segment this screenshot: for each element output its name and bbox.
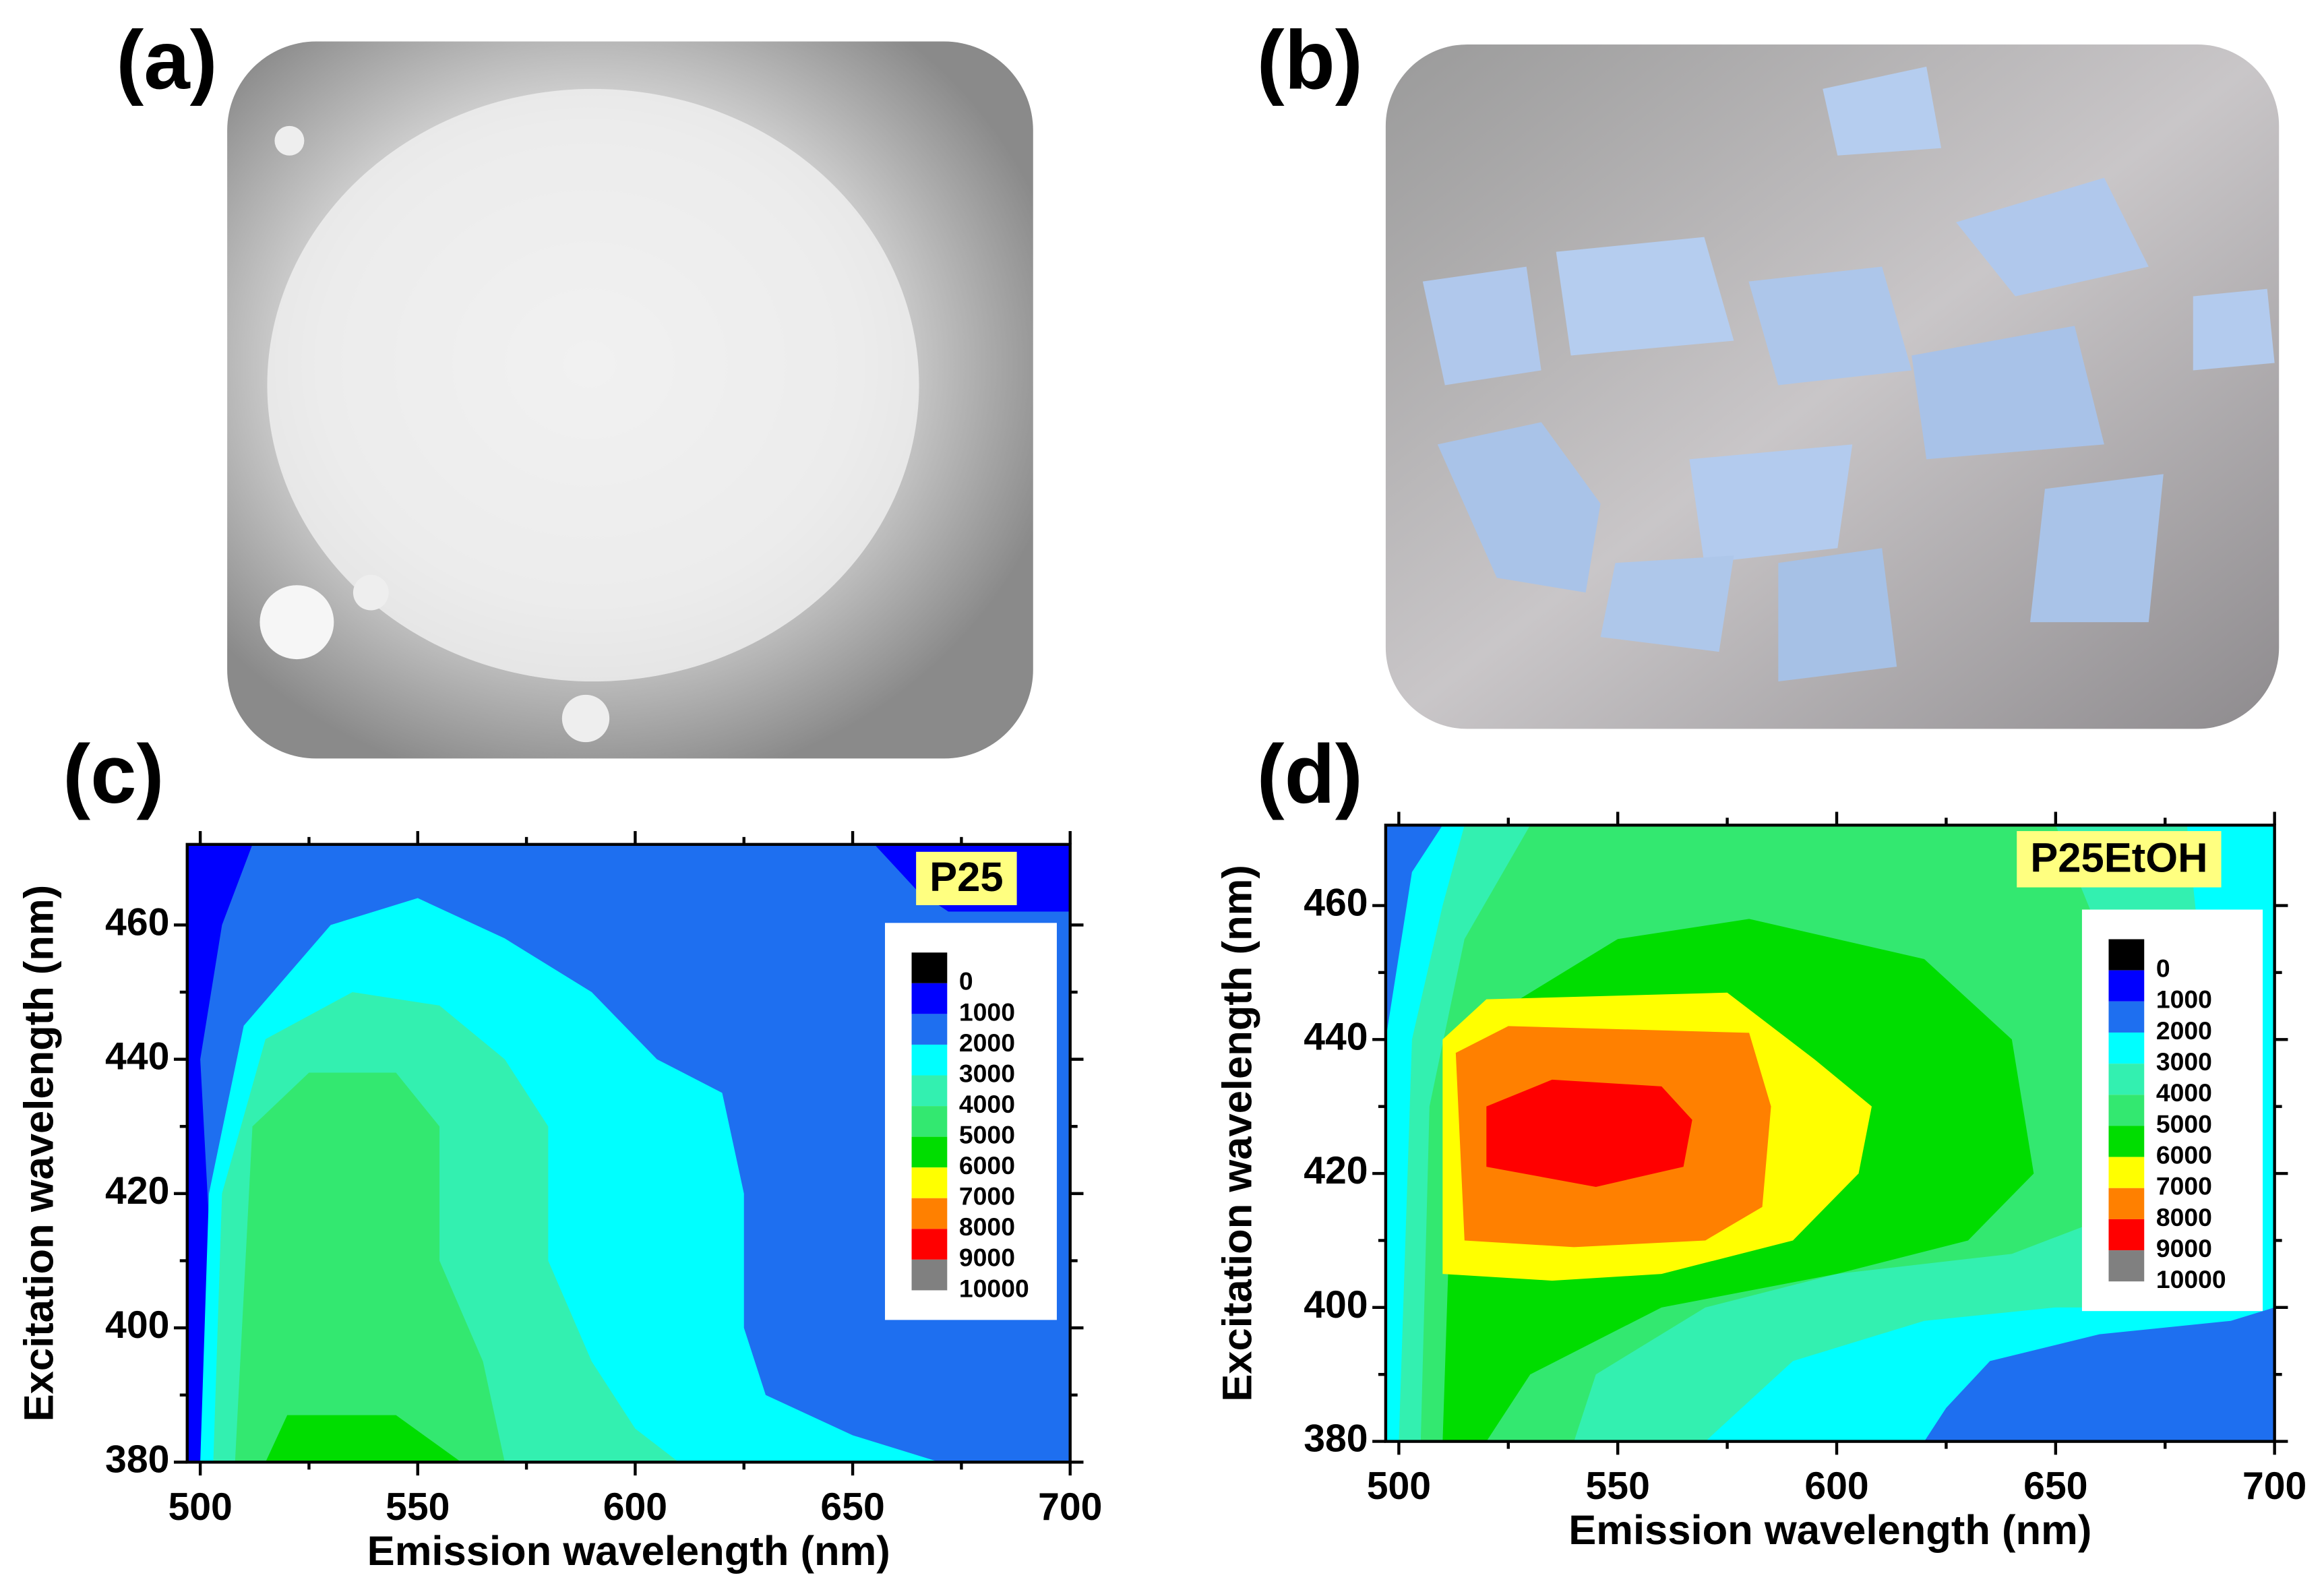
photo-b: [1385, 44, 2280, 729]
contour-region: [235, 1072, 505, 1463]
legend-swatch: [911, 983, 948, 1014]
y-tick-label: 380: [1304, 1417, 1368, 1461]
x-tick-label: 700: [1038, 1485, 1102, 1529]
panel-label: (b): [1257, 14, 1363, 106]
legend-label: 1000: [959, 998, 1015, 1026]
legend-label: 9000: [959, 1244, 1015, 1272]
x-tick-label: 550: [386, 1485, 450, 1529]
y-axis-title: Excitation wavelength (nm): [1215, 865, 1261, 1402]
chart-title: P25EtOH: [2030, 834, 2207, 881]
legend-swatch: [911, 1198, 948, 1229]
y-tick-label: 400: [1304, 1283, 1368, 1326]
panel-label: (c): [63, 729, 164, 821]
legend-swatch: [911, 1106, 948, 1137]
contour-region: [265, 1415, 462, 1463]
y-tick-label: 400: [105, 1304, 169, 1347]
y-tick-label: 380: [105, 1438, 169, 1481]
x-axis-title: Emission wavelength (nm): [1568, 1507, 2091, 1554]
plot-frame: [185, 842, 1072, 1464]
x-tick-label: 700: [2242, 1465, 2306, 1508]
legend-swatch: [911, 952, 948, 983]
x-tick-label: 600: [1804, 1465, 1868, 1508]
panel-label: (a): [116, 14, 217, 106]
legend-label: 1000: [2156, 985, 2212, 1014]
legend-label: 7000: [959, 1182, 1015, 1210]
legend-label: 10000: [2156, 1265, 2226, 1293]
legend-label: 0: [959, 967, 973, 995]
legend-label: 2000: [959, 1029, 1015, 1057]
legend-swatch: [2108, 1001, 2145, 1033]
legend-label: 6000: [959, 1151, 1015, 1179]
x-axis-title: Emission wavelength (nm): [367, 1528, 890, 1574]
legend-label: 8000: [2156, 1203, 2212, 1231]
y-tick-label: 420: [1304, 1149, 1368, 1192]
x-tick-label: 650: [2023, 1465, 2087, 1508]
legend-label: 3000: [959, 1059, 1015, 1087]
x-tick-label: 650: [820, 1485, 884, 1529]
x-tick-label: 550: [1586, 1465, 1650, 1508]
chart-title: P25: [929, 854, 1003, 900]
legend-label: 6000: [2156, 1140, 2212, 1169]
photo-a: [227, 41, 1033, 759]
legend-swatch: [911, 1229, 948, 1260]
panel-label: (d): [1257, 729, 1363, 821]
legend-label: 7000: [2156, 1172, 2212, 1200]
title-box: [2017, 831, 2222, 888]
legend-label: 3000: [2156, 1047, 2212, 1076]
contour-region: [1486, 1079, 1692, 1187]
x-tick-label: 500: [168, 1485, 232, 1529]
y-tick-label: 440: [1304, 1015, 1368, 1058]
legend-swatch: [2108, 939, 2145, 971]
legend-label: 5000: [959, 1121, 1015, 1149]
legend-label: 4000: [959, 1090, 1015, 1118]
legend-label: 8000: [959, 1213, 1015, 1241]
legend-swatch: [911, 1075, 948, 1107]
title-box: [916, 851, 1017, 905]
legend-swatch: [2108, 1064, 2145, 1095]
legend-label: 4000: [2156, 1078, 2212, 1107]
legend-label: 2000: [2156, 1016, 2212, 1045]
legend-swatch: [2108, 1219, 2145, 1251]
legend-swatch: [2108, 1157, 2145, 1188]
y-tick-label: 420: [105, 1169, 169, 1213]
plot-area: [187, 844, 1070, 1463]
y-tick-label: 440: [105, 1035, 169, 1078]
plot-area: [1385, 825, 2275, 1442]
legend-swatch: [2108, 1250, 2145, 1282]
y-tick-label: 460: [105, 900, 169, 944]
legend-swatch: [2108, 1188, 2145, 1219]
legend-swatch: [2108, 1032, 2145, 1064]
legend-label: 9000: [2156, 1234, 2212, 1262]
legend-swatch: [911, 1259, 948, 1291]
legend-swatch: [2108, 970, 2145, 1002]
y-tick-label: 460: [1304, 882, 1368, 925]
legend-swatch: [911, 1014, 948, 1045]
x-tick-label: 600: [603, 1485, 667, 1529]
legend-swatch: [911, 1136, 948, 1168]
x-tick-label: 500: [1367, 1465, 1431, 1508]
y-axis-title: Excitation wavelength (nm): [16, 885, 63, 1422]
legend-label: 0: [2156, 954, 2170, 983]
legend-swatch: [2108, 1095, 2145, 1126]
legend-label: 5000: [2156, 1109, 2212, 1138]
legend-swatch: [2108, 1126, 2145, 1157]
legend-label: 10000: [959, 1274, 1029, 1302]
legend-swatch: [911, 1044, 948, 1076]
plot-frame: [1384, 824, 2276, 1443]
legend-swatch: [911, 1167, 948, 1198]
